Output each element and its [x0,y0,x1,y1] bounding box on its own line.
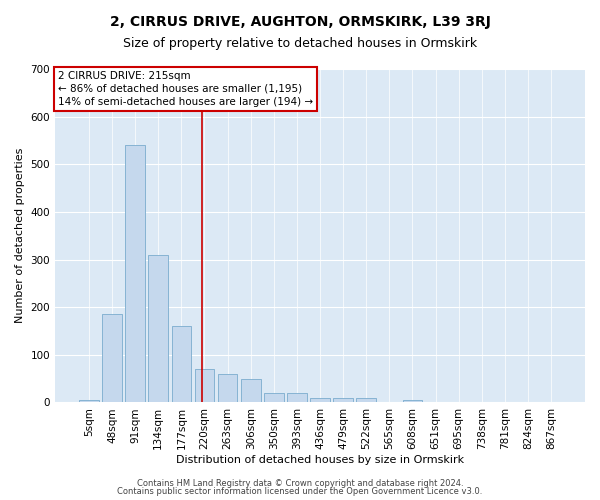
Bar [79,400,99,402]
Bar [334,398,353,402]
Bar [102,314,122,402]
Bar [356,398,376,402]
Bar [264,393,284,402]
Text: 2 CIRRUS DRIVE: 215sqm
← 86% of detached houses are smaller (1,195)
14% of semi-: 2 CIRRUS DRIVE: 215sqm ← 86% of detached… [58,70,313,107]
Text: Contains HM Land Registry data © Crown copyright and database right 2024.: Contains HM Land Registry data © Crown c… [137,478,463,488]
Bar [241,378,260,402]
Bar [287,393,307,402]
Text: 2, CIRRUS DRIVE, AUGHTON, ORMSKIRK, L39 3RJ: 2, CIRRUS DRIVE, AUGHTON, ORMSKIRK, L39 … [110,15,490,29]
Bar [172,326,191,402]
Bar [403,400,422,402]
Bar [125,145,145,403]
Text: Size of property relative to detached houses in Ormskirk: Size of property relative to detached ho… [123,38,477,51]
Y-axis label: Number of detached properties: Number of detached properties [15,148,25,324]
Bar [194,369,214,402]
Bar [310,398,330,402]
Text: Contains public sector information licensed under the Open Government Licence v3: Contains public sector information licen… [118,487,482,496]
Bar [148,255,168,402]
Bar [218,374,238,402]
X-axis label: Distribution of detached houses by size in Ormskirk: Distribution of detached houses by size … [176,455,464,465]
